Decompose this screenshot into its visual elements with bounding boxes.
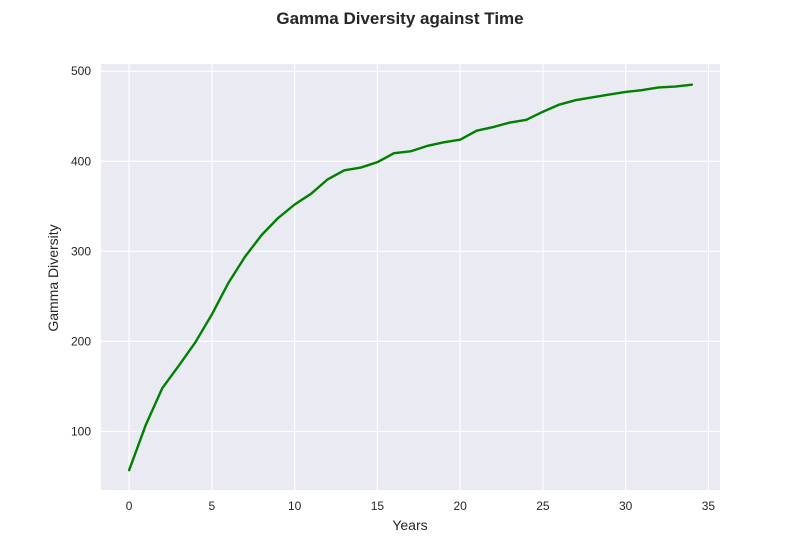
chart-title: Gamma Diversity against Time — [276, 9, 523, 28]
x-tick-label: 5 — [209, 499, 216, 513]
x-tick-label: 35 — [702, 499, 716, 513]
x-tick-label: 15 — [371, 499, 385, 513]
plot-area — [101, 64, 720, 490]
x-tick-label: 20 — [453, 499, 467, 513]
y-tick-label: 400 — [71, 154, 91, 168]
x-gridlines — [128, 64, 710, 490]
y-tick-label: 100 — [71, 424, 91, 438]
y-axis-label: Gamma Diversity — [45, 224, 61, 331]
x-tick-labels: 0 5 10 15 20 25 30 35 — [126, 499, 716, 513]
x-tick-label: 10 — [288, 499, 302, 513]
x-tick-label: 0 — [126, 499, 133, 513]
y-tick-label: 200 — [71, 334, 91, 348]
y-gridlines — [101, 70, 720, 433]
y-tick-label: 500 — [71, 64, 91, 78]
series-group — [127, 83, 694, 472]
series-line — [127, 83, 694, 472]
x-tick-label: 30 — [619, 499, 633, 513]
x-axis-label: Years — [392, 517, 427, 533]
y-tick-label: 300 — [71, 244, 91, 258]
y-tick-labels: 100 200 300 400 500 — [71, 64, 91, 438]
x-tick-label: 25 — [536, 499, 550, 513]
